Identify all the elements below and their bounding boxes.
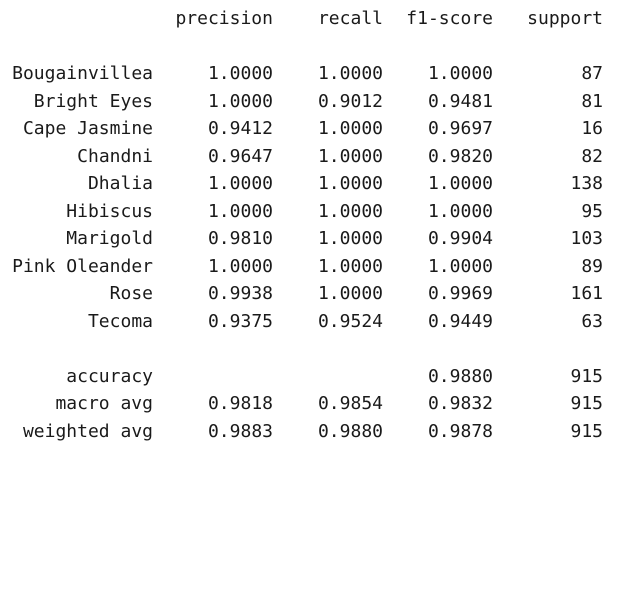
f1-score-value: 0.9820 xyxy=(427,145,493,167)
f1-score-value: 1.0000 xyxy=(427,200,493,222)
weighted-avg-row: weighted avg 0.9883 0.9880 0.9878 915 xyxy=(0,418,633,446)
precision-value: 0.9938 xyxy=(207,283,273,304)
precision-value: 0.9412 xyxy=(207,118,273,139)
precision-value: 0.9810 xyxy=(207,228,273,249)
macro-avg-precision: 0.9818 xyxy=(207,393,273,414)
class-row: Tecoma 0.9375 0.9524 0.9449 63 xyxy=(0,308,633,336)
class-label: Rose xyxy=(109,283,153,304)
recall-value: 0.9012 xyxy=(317,90,383,112)
precision-value: 1.0000 xyxy=(207,200,273,222)
f1-score-value: 1.0000 xyxy=(427,173,493,194)
weighted-avg-recall: 0.9880 xyxy=(317,420,383,442)
support-value: 95 xyxy=(581,200,603,222)
support-value: 16 xyxy=(581,118,603,139)
precision-value: 1.0000 xyxy=(207,255,273,277)
weighted-avg-precision: 0.9883 xyxy=(207,420,273,442)
weighted-avg-f1-score: 0.9878 xyxy=(427,420,493,442)
support-value: 138 xyxy=(570,173,603,194)
class-row: Hibiscus 1.0000 1.0000 1.0000 95 xyxy=(0,198,633,226)
support-value: 103 xyxy=(570,228,603,249)
class-row: Bougainvillea 1.0000 1.0000 1.0000 87 xyxy=(0,60,633,88)
support-value: 89 xyxy=(581,255,603,277)
header-f1-score: f1-score xyxy=(406,8,493,29)
weighted-avg-support: 915 xyxy=(570,420,603,442)
accuracy-f1-score: 0.9880 xyxy=(427,365,493,387)
class-row: Pink Oleander 1.0000 1.0000 1.0000 89 xyxy=(0,253,633,281)
macro-avg-recall: 0.9854 xyxy=(317,393,383,414)
support-value: 63 xyxy=(581,310,603,332)
classification-report: precision recall f1-score support Bougai… xyxy=(0,5,633,445)
recall-value: 1.0000 xyxy=(317,228,383,249)
recall-value: 1.0000 xyxy=(317,255,383,277)
class-row: Dhalia 1.0000 1.0000 1.0000 138 xyxy=(0,170,633,198)
accuracy-support: 915 xyxy=(570,365,603,387)
precision-value: 0.9647 xyxy=(207,145,273,167)
precision-value: 0.9375 xyxy=(207,310,273,332)
class-label: Chandni xyxy=(77,145,153,167)
class-label: Pink Oleander xyxy=(12,255,153,277)
support-value: 82 xyxy=(581,145,603,167)
class-label: Hibiscus xyxy=(66,200,153,222)
f1-score-value: 0.9697 xyxy=(427,118,493,139)
support-value: 161 xyxy=(570,283,603,304)
recall-value: 1.0000 xyxy=(317,118,383,139)
class-row: Rose 0.9938 1.0000 0.9969 161 xyxy=(0,280,633,308)
header-row: precision recall f1-score support xyxy=(0,5,633,33)
header-precision: precision xyxy=(175,8,273,29)
precision-value: 1.0000 xyxy=(207,63,273,84)
recall-value: 1.0000 xyxy=(317,283,383,304)
class-row: Bright Eyes 1.0000 0.9012 0.9481 81 xyxy=(0,88,633,116)
precision-value: 1.0000 xyxy=(207,173,273,194)
f1-score-value: 1.0000 xyxy=(427,63,493,84)
accuracy-label: accuracy xyxy=(66,365,153,387)
macro-avg-label: macro avg xyxy=(55,393,153,414)
spacer-row xyxy=(0,33,633,61)
f1-score-value: 1.0000 xyxy=(427,255,493,277)
class-label: Marigold xyxy=(66,228,153,249)
macro-avg-row: macro avg 0.9818 0.9854 0.9832 915 xyxy=(0,390,633,418)
recall-value: 1.0000 xyxy=(317,173,383,194)
macro-avg-support: 915 xyxy=(570,393,603,414)
class-label: Bright Eyes xyxy=(33,90,153,112)
recall-value: 1.0000 xyxy=(317,145,383,167)
class-row: Chandni 0.9647 1.0000 0.9820 82 xyxy=(0,143,633,171)
f1-score-value: 0.9449 xyxy=(427,310,493,332)
accuracy-row: accuracy 0.9880 915 xyxy=(0,363,633,391)
f1-score-value: 0.9481 xyxy=(427,90,493,112)
header-recall: recall xyxy=(317,8,383,29)
recall-value: 0.9524 xyxy=(317,310,383,332)
spacer-row xyxy=(0,335,633,363)
f1-score-value: 0.9969 xyxy=(427,283,493,304)
support-value: 87 xyxy=(581,63,603,84)
class-row: Marigold 0.9810 1.0000 0.9904 103 xyxy=(0,225,633,253)
class-label: Cape Jasmine xyxy=(22,118,153,139)
f1-score-value: 0.9904 xyxy=(427,228,493,249)
class-label: Bougainvillea xyxy=(12,63,153,84)
recall-value: 1.0000 xyxy=(317,200,383,222)
class-row: Cape Jasmine 0.9412 1.0000 0.9697 16 xyxy=(0,115,633,143)
precision-value: 1.0000 xyxy=(207,90,273,112)
class-label: Dhalia xyxy=(87,173,153,194)
weighted-avg-label: weighted avg xyxy=(22,420,153,442)
header-support: support xyxy=(527,8,603,29)
macro-avg-f1-score: 0.9832 xyxy=(427,393,493,414)
support-value: 81 xyxy=(581,90,603,112)
recall-value: 1.0000 xyxy=(317,63,383,84)
class-label: Tecoma xyxy=(87,310,153,332)
